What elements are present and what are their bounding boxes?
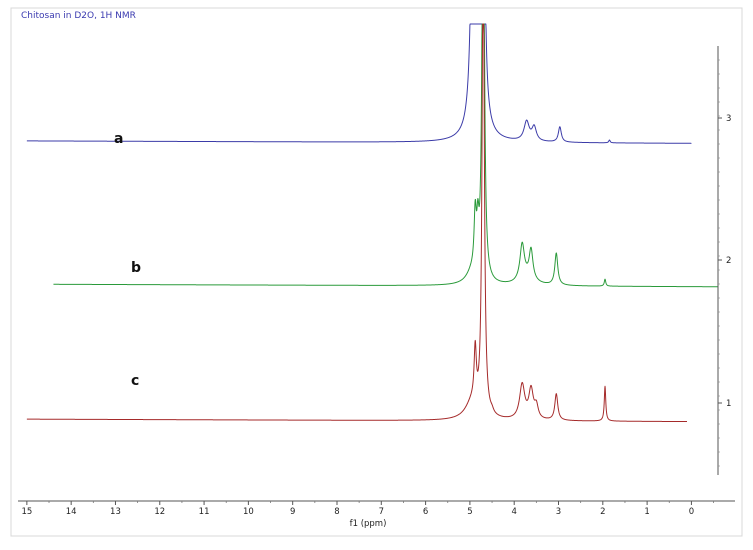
trace-c	[26, 23, 688, 423]
series-label-c: c	[131, 373, 140, 389]
x-tick-label: 8	[334, 507, 339, 517]
x-tick-label: 7	[379, 507, 384, 517]
x-tick-label: 9	[290, 507, 295, 517]
x-tick-label: 12	[154, 507, 165, 517]
x-tick-label: 11	[199, 507, 210, 517]
x-tick-label: 2	[600, 507, 605, 517]
y-tick-label: 3	[726, 114, 731, 124]
x-tick-label: 4	[511, 507, 516, 517]
x-tick-label: 13	[110, 507, 121, 517]
x-tick-label: 14	[66, 507, 77, 517]
chart-title: Chitosan in D2O, 1H NMR	[21, 11, 136, 21]
y-tick-label: 2	[726, 256, 731, 266]
x-tick-label: 0	[689, 507, 694, 517]
x-tick-label: 15	[21, 507, 32, 517]
series-label-a: a	[114, 131, 124, 147]
x-tick-label: 10	[243, 507, 254, 517]
trace-b	[53, 23, 719, 288]
x-axis-label: f1 (ppm)	[350, 519, 387, 529]
plot-frame	[10, 7, 743, 537]
x-tick-label: 5	[467, 507, 472, 517]
y-tick-label: 1	[726, 399, 731, 409]
x-tick-label: 1	[644, 507, 649, 517]
trace-a	[26, 23, 692, 144]
x-tick-label: 6	[423, 507, 428, 517]
series-label-b: b	[131, 260, 142, 276]
x-tick-label: 3	[556, 507, 561, 517]
